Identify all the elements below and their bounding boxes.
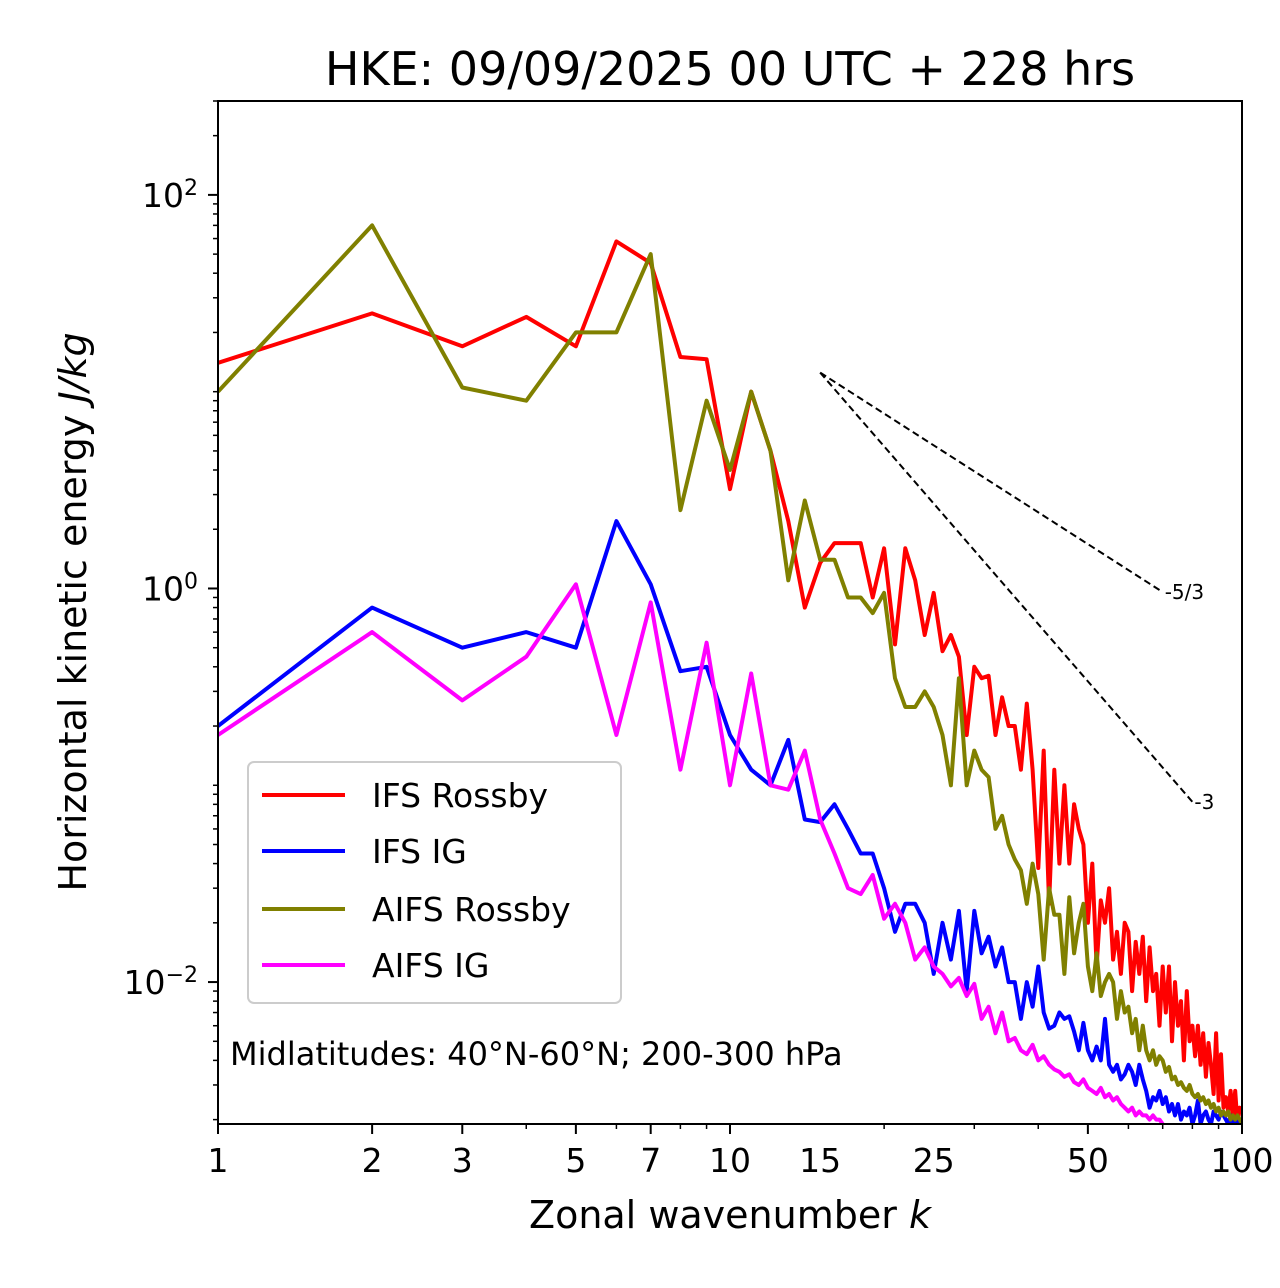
reference-slope-layer: -5/3 -3 xyxy=(819,371,1214,814)
series-line-ifs-ig xyxy=(218,519,1242,1124)
reference-slope-line-5-3 xyxy=(819,371,1164,593)
region-annotation: Midlatitudes: 40°N-60°N; 200-300 hPa xyxy=(230,1035,843,1073)
y-tick-base: 10 xyxy=(142,569,184,608)
x-axis-label: Zonal wavenumber k xyxy=(529,1193,933,1237)
legend-box xyxy=(247,761,622,1004)
x-tick-label: 2 xyxy=(362,1141,383,1180)
x-tick-label: 1 xyxy=(208,1141,229,1180)
x-tick-label: 5 xyxy=(565,1141,586,1180)
legend: IFS Rossby IFS IG AIFS Rossby AIFS IG xyxy=(247,761,622,1004)
x-axis-label-text: Zonal wavenumber xyxy=(529,1193,909,1237)
x-tick-label: 7 xyxy=(640,1141,661,1180)
y-tick-label: 102 xyxy=(142,175,198,215)
y-tick-exponent: 0 xyxy=(184,569,198,594)
legend-label-aifs-ig: AIFS IG xyxy=(372,946,489,985)
y-tick-exponent: 2 xyxy=(184,175,198,200)
x-tick-label: 10 xyxy=(709,1141,751,1180)
x-tick-label: 25 xyxy=(913,1141,955,1180)
y-axis-label: Horizontal kinetic energy J/kg xyxy=(51,332,95,891)
reference-slope-line-3 xyxy=(819,371,1194,803)
x-tick-label: 100 xyxy=(1211,1141,1274,1180)
reference-slope-label-5-3: -5/3 xyxy=(1165,580,1204,604)
x-tick-label: 50 xyxy=(1067,1141,1109,1180)
y-tick-base: 10 xyxy=(142,176,184,215)
y-tick-label: 10−2 xyxy=(124,963,198,1003)
x-tick-label: 15 xyxy=(799,1141,841,1180)
series-line-ifs-rossby xyxy=(218,239,1242,1124)
x-tick-label: 3 xyxy=(452,1141,473,1180)
chart-title: HKE: 09/09/2025 00 UTC + 228 hrs xyxy=(325,42,1135,96)
x-axis-label-variable: k xyxy=(909,1193,933,1237)
y-axis-label-variable: J/kg xyxy=(51,332,95,409)
reference-slope-label-3: -3 xyxy=(1194,790,1214,814)
series-line-aifs-ig xyxy=(218,582,1165,1124)
x-axis-ticks: 1 2 3 5 7 10 15 25 50 100 xyxy=(208,1124,1274,1180)
y-axis-label-text: Horizontal kinetic energy xyxy=(51,403,95,892)
y-tick-base: 10 xyxy=(124,963,166,1002)
y-tick-label: 100 xyxy=(142,569,198,609)
legend-label-aifs-rossby: AIFS Rossby xyxy=(372,890,571,929)
legend-label-ifs-ig: IFS IG xyxy=(372,832,467,871)
series-line-aifs-rossby xyxy=(218,223,1242,1124)
legend-label-ifs-rossby: IFS Rossby xyxy=(372,776,548,815)
y-tick-exponent: −2 xyxy=(166,963,198,988)
series-layer xyxy=(218,223,1242,1124)
